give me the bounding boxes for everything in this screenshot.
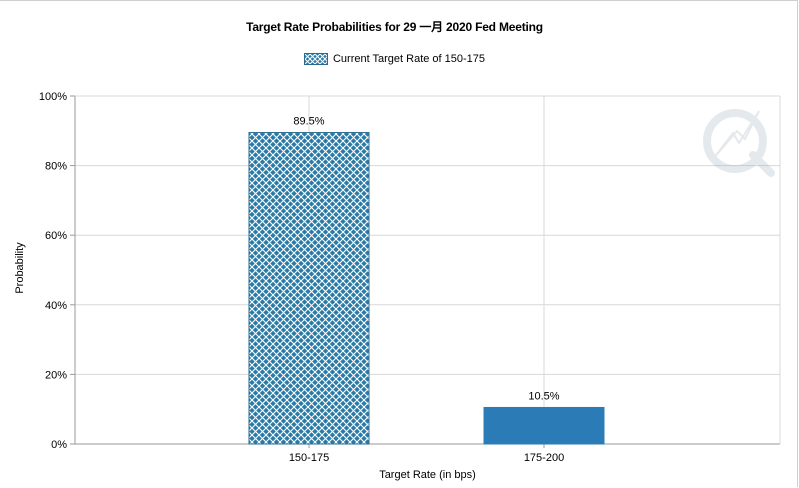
labels: 0% 20% 40% 60% 80% 100% 89.5% 150-175 10.5% 175-2… [39,91,564,464]
y-tick-label: 0% [51,439,67,451]
y-tick-label: 60% [45,230,67,242]
grid [75,95,780,444]
watermark-logo [703,109,775,177]
legend-swatch-hatched [303,53,328,65]
legend-label: Current Target Rate of 150-175 [332,53,486,65]
x-axis-label: Target Rate (in bps) [379,469,476,481]
chart-title: Target Rate Probabilities for 29 一月 2020… [246,20,543,34]
bar-175-200 [483,406,605,445]
bar-value-label: 10.5% [528,390,559,402]
y-tick-label: 100% [39,91,67,103]
x-tick-label: 150-175 [289,452,329,464]
bar-value-label: 89.5% [293,116,324,128]
y-tick-label: 20% [45,369,67,381]
y-tick-label: 40% [45,300,67,312]
legend: Current Target Rate of 150-175 [0,53,789,68]
x-tick-label: 175-200 [524,452,564,464]
legend-item-current-target: Current Target Rate of 150-175 [303,53,486,65]
y-tick-label: 80% [45,161,67,173]
axes [70,95,781,448]
bars [248,132,605,445]
bar-150-175 [248,132,370,445]
